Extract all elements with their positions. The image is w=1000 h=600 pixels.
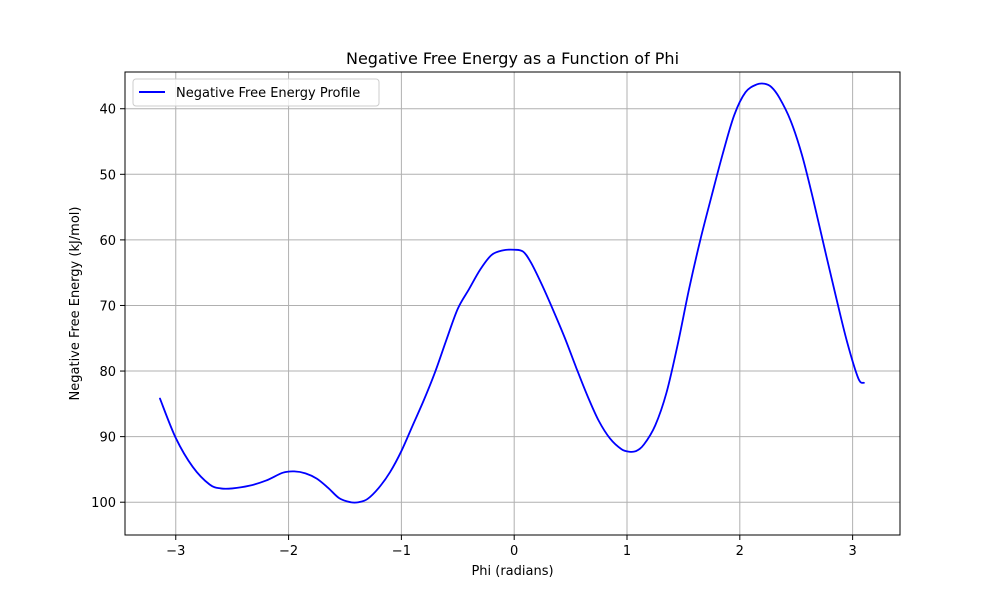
y-tick-label: 80 (99, 365, 116, 380)
x-tick-label: −2 (279, 544, 298, 559)
plot-area (159, 82, 865, 504)
plot-frame (124, 71, 901, 536)
grid (125, 72, 900, 535)
x-tick-label: −1 (392, 544, 411, 559)
x-tick-label: 3 (848, 544, 856, 559)
x-tick-label: 2 (736, 544, 744, 559)
y-tick-label: 70 (99, 299, 116, 314)
legend: Negative Free Energy Profile (132, 78, 380, 107)
legend-label: Negative Free Energy Profile (176, 86, 360, 101)
y-tick-label: 60 (99, 234, 116, 249)
series-line-0 (159, 82, 865, 504)
y-axis-label: Negative Free Energy (kJ/mol) (68, 207, 83, 401)
y-tick-label: 90 (99, 431, 116, 446)
x-tick-label: 0 (510, 544, 518, 559)
x-tick-label: 1 (623, 544, 631, 559)
y-tick-label: 40 (99, 103, 116, 118)
y-tick-label: 50 (99, 168, 116, 183)
legend-box (132, 78, 380, 107)
x-tick-label: −3 (166, 544, 185, 559)
y-tick-label: 100 (91, 496, 116, 511)
x-axis-label: Phi (radians) (471, 564, 553, 579)
chart-title: Negative Free Energy as a Function of Ph… (346, 49, 679, 68)
ticks: −3 −2 −1 0 1 2 3 40 50 60 70 80 90 100 (91, 103, 857, 559)
